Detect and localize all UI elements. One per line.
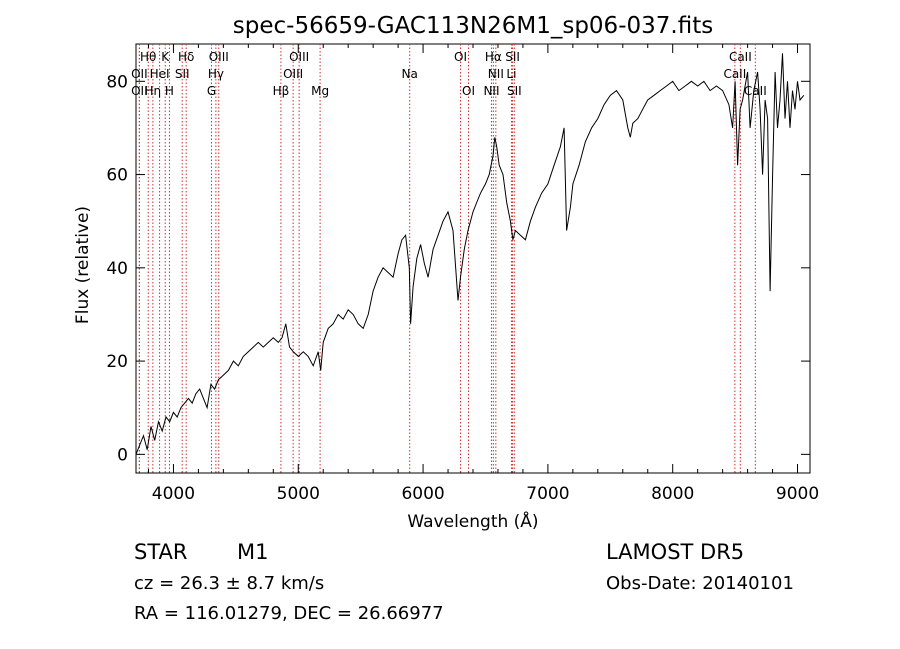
y-tick-label: 80	[106, 72, 128, 92]
line-marker-label-14: OII	[131, 67, 148, 81]
line-marker-label-18: OIII	[283, 67, 303, 81]
line-marker-label-1: K	[161, 50, 170, 64]
line-marker-label-12: Li	[506, 67, 516, 81]
line-marker-label-24: Mg	[311, 84, 329, 98]
line-marker-label-26: CaII	[729, 50, 752, 64]
line-marker-label-16: SII	[175, 67, 190, 81]
chart-title: spec-56659-GAC113N26M1_sp06-037.fits	[233, 13, 713, 39]
x-tick-label: 4000	[152, 484, 195, 504]
y-tick-label: 60	[106, 166, 128, 186]
y-tick-label: 0	[117, 445, 128, 465]
object-class: STAR	[134, 540, 187, 564]
y-axis-label: Flux (relative)	[73, 206, 93, 324]
line-marker-label-13: SII	[507, 84, 522, 98]
plot-frame	[135, 43, 811, 474]
spectral-line-markers	[138, 44, 756, 473]
line-marker-label-15: HeI	[150, 67, 170, 81]
line-marker-label-11: SII	[505, 50, 520, 64]
x-tick-label: 9000	[776, 484, 819, 504]
line-marker-label-20: Hη	[145, 84, 162, 98]
x-tick-label: 6000	[401, 484, 444, 504]
line-marker-label-4: OIII	[289, 50, 309, 64]
line-marker-label-8: Hα	[485, 50, 502, 64]
line-marker-label-7: OI	[462, 84, 475, 98]
line-marker-label-10: NII	[483, 84, 499, 98]
line-marker-label-25: CaII	[723, 67, 746, 81]
line-marker-label-23: Hβ	[273, 84, 290, 98]
y-tick-label: 40	[106, 259, 128, 279]
x-tick-label: 8000	[651, 484, 694, 504]
line-marker-label-9: NII	[488, 67, 504, 81]
line-marker-label-3: OIII	[209, 50, 229, 64]
line-marker-label-22: G	[207, 84, 216, 98]
spectrum-line	[135, 53, 805, 455]
line-marker-label-17: Hγ	[208, 67, 224, 81]
line-marker-label-6: OI	[454, 50, 467, 64]
line-marker-label-5: Na	[402, 67, 418, 81]
x-axis-label: Wavelength (Å)	[407, 510, 538, 532]
obs-date-text: Obs-Date: 20140101	[606, 573, 794, 594]
survey-name: LAMOST DR5	[606, 540, 744, 564]
x-axis-ticks: 4000 5000 6000 7000 8000 9000	[147, 44, 819, 504]
line-marker-label-21: H	[165, 84, 174, 98]
line-marker-label-2: Hδ	[178, 50, 194, 64]
x-tick-label: 7000	[526, 484, 569, 504]
coordinates-text: RA = 116.01279, DEC = 26.66977	[134, 603, 444, 624]
line-marker-label-27: CaII	[744, 84, 767, 98]
line-marker-label-19: OII	[131, 84, 148, 98]
y-axis-ticks: 0 20 40 60 80	[106, 72, 810, 465]
object-subclass: M1	[237, 540, 268, 564]
redshift-text: cz = 26.3 ± 8.7 km/s	[134, 573, 324, 594]
line-marker-label-0: Hθ	[140, 50, 156, 64]
y-tick-label: 20	[106, 352, 128, 372]
x-tick-label: 5000	[277, 484, 320, 504]
